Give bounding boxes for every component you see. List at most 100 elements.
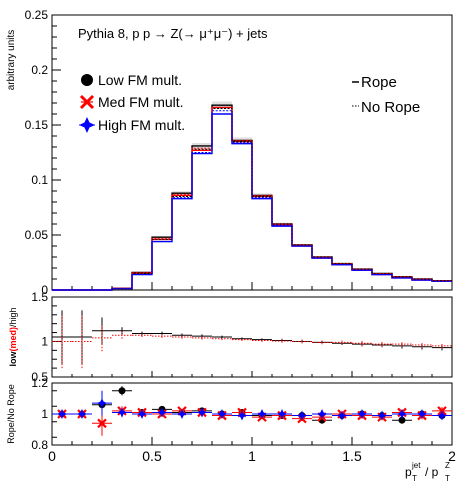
hist-band	[212, 101, 232, 109]
ratio-multiplicity-panel: 0.5 1 1.5 low(med)/high	[8, 290, 453, 384]
hist-band	[172, 191, 192, 196]
main-ytick-label-3: 0.15	[25, 118, 49, 132]
ratio1-frame	[51, 296, 453, 378]
x-label-p1: p	[405, 465, 412, 479]
r2-point-high-15	[357, 409, 367, 419]
main-ytick-label-0: 0	[41, 283, 48, 297]
r2-point-high-17	[397, 409, 407, 419]
legend-marker-low	[81, 74, 93, 86]
r2-point-high-2	[97, 398, 107, 409]
x-label-sup-z: Z	[445, 461, 450, 470]
r2-point-high-0	[57, 409, 67, 419]
x-label-slash-p: / p	[425, 465, 439, 479]
hist-norope-high	[52, 110, 452, 291]
r2-point-high-5	[157, 407, 167, 418]
r2-point-high-1	[77, 409, 87, 419]
r2-point-high-11	[277, 409, 287, 419]
r2-point-low-17	[398, 416, 406, 424]
ratio2-y-axis-label: Rope/No Rope	[6, 384, 16, 444]
main-panel: 0 0.05 0.1 0.15 0.2 0.25 arbitrary units Pyth…	[6, 8, 453, 297]
ratio1-y-axis: 0.5 1 1.5	[31, 290, 453, 384]
legend-label-med: Med FM mult.	[98, 94, 184, 110]
x-label-sub-t1: T	[412, 474, 417, 483]
legend-entry-high: High FM mult.	[79, 117, 185, 133]
main-title: Pythia 8, p p → Z(→ μ⁺μ⁻) + jets	[78, 26, 268, 41]
hist-band	[392, 276, 412, 278]
legend-entry-rope: Rope	[352, 74, 397, 91]
r1-ytick-label-0: 0.5	[31, 370, 48, 384]
hist-band	[292, 243, 312, 246]
hist-band	[332, 263, 352, 265]
ratio1-points	[52, 310, 452, 369]
hist-band	[432, 280, 452, 282]
main-y-axis-label: arbitrary units	[6, 30, 17, 91]
ratio1-label-low: low	[8, 351, 18, 367]
r2-point-low-3	[118, 387, 126, 395]
r2-ytick-label-2: 1.2	[31, 376, 48, 390]
main-ytick-label-4: 0.2	[31, 63, 48, 77]
main-histograms	[52, 101, 452, 291]
r2-point-med-2	[97, 418, 107, 429]
r2-point-high-4	[137, 409, 147, 419]
hist-band	[312, 256, 332, 258]
ratio-rope-panel: 0.8 1 1.2 0 0.5 1 1.5 2 Rope/No Rope p jet T /…	[6, 376, 456, 483]
hist-band	[252, 193, 272, 198]
x-label-sub-t2: T	[445, 474, 450, 483]
r2-ytick-label-1: 1	[41, 407, 48, 421]
xtick-label-2: 1	[248, 448, 256, 464]
legend: Low FM mult. Med FM mult. High FM mult.	[79, 72, 420, 133]
hist-band	[152, 236, 172, 239]
main-y-axis: 0 0.05 0.1 0.15 0.2 0.25	[25, 8, 453, 297]
r1-ytick-label-1: 1	[41, 334, 48, 348]
legend-marker-high	[79, 117, 95, 133]
hist-band	[372, 273, 392, 275]
hist-band	[412, 278, 432, 280]
r2-point-high-14	[337, 410, 347, 421]
hist-band	[352, 268, 372, 270]
xtick-label-4: 2	[448, 448, 456, 464]
hist-band	[112, 288, 132, 290]
ratio2-y-axis: 0.8 1 1.2	[31, 376, 61, 452]
hist-norope-low	[52, 108, 452, 291]
x-axis-label: p jet T / p Z T	[405, 461, 450, 483]
r2-point-high-8	[217, 409, 227, 419]
main-ytick-label-5: 0.25	[25, 8, 49, 22]
r2-ytick-label-0: 0.8	[31, 438, 48, 452]
r1-ytick-label-2: 1.5	[31, 290, 48, 304]
r2-point-high-9	[237, 410, 247, 421]
r2-point-high-3	[117, 407, 127, 418]
ratio1-y-axis-label: low(med)/high	[8, 307, 18, 366]
xtick-label-3: 1.5	[342, 448, 362, 464]
xtick-label-0: 0	[48, 448, 56, 464]
legend-entry-med: Med FM mult.	[79, 94, 184, 110]
xtick-label-1: 0.5	[142, 448, 162, 464]
hist-band	[272, 222, 292, 226]
r2-point-high-12	[297, 410, 307, 421]
x-label-sup-jet: jet	[411, 461, 421, 470]
legend-entry-norope: No Rope	[352, 99, 420, 116]
r2-point-high-6	[177, 409, 187, 419]
r2-point-high-18	[417, 409, 427, 419]
main-ytick-label-1: 0.05	[25, 228, 49, 242]
hist-band	[192, 143, 212, 149]
hist-band	[132, 272, 152, 274]
ratio1-label-med: (med)	[8, 327, 18, 352]
ratio2-points	[52, 386, 452, 436]
legend-entry-low: Low FM mult.	[81, 72, 182, 88]
legend-label-rope: Rope	[361, 74, 397, 91]
legend-marker-med	[79, 94, 95, 110]
x-axis: 0 0.5 1 1.5 2	[48, 437, 456, 464]
legend-label-high: High FM mult.	[98, 117, 185, 133]
hist-band	[232, 137, 252, 144]
r2-point-med-stroke	[97, 418, 107, 429]
hist-norope-med	[52, 106, 452, 291]
r2-point-high-7	[197, 407, 207, 418]
legend-label-low: Low FM mult.	[98, 72, 182, 88]
r2-point-high-10	[257, 409, 267, 419]
ratio1-label-high: /high	[8, 307, 18, 327]
r2-point-high-13	[317, 409, 327, 419]
legend-label-norope: No Rope	[361, 99, 420, 116]
r2-point-high-19	[437, 410, 447, 421]
main-ytick-label-2: 0.1	[31, 173, 48, 187]
